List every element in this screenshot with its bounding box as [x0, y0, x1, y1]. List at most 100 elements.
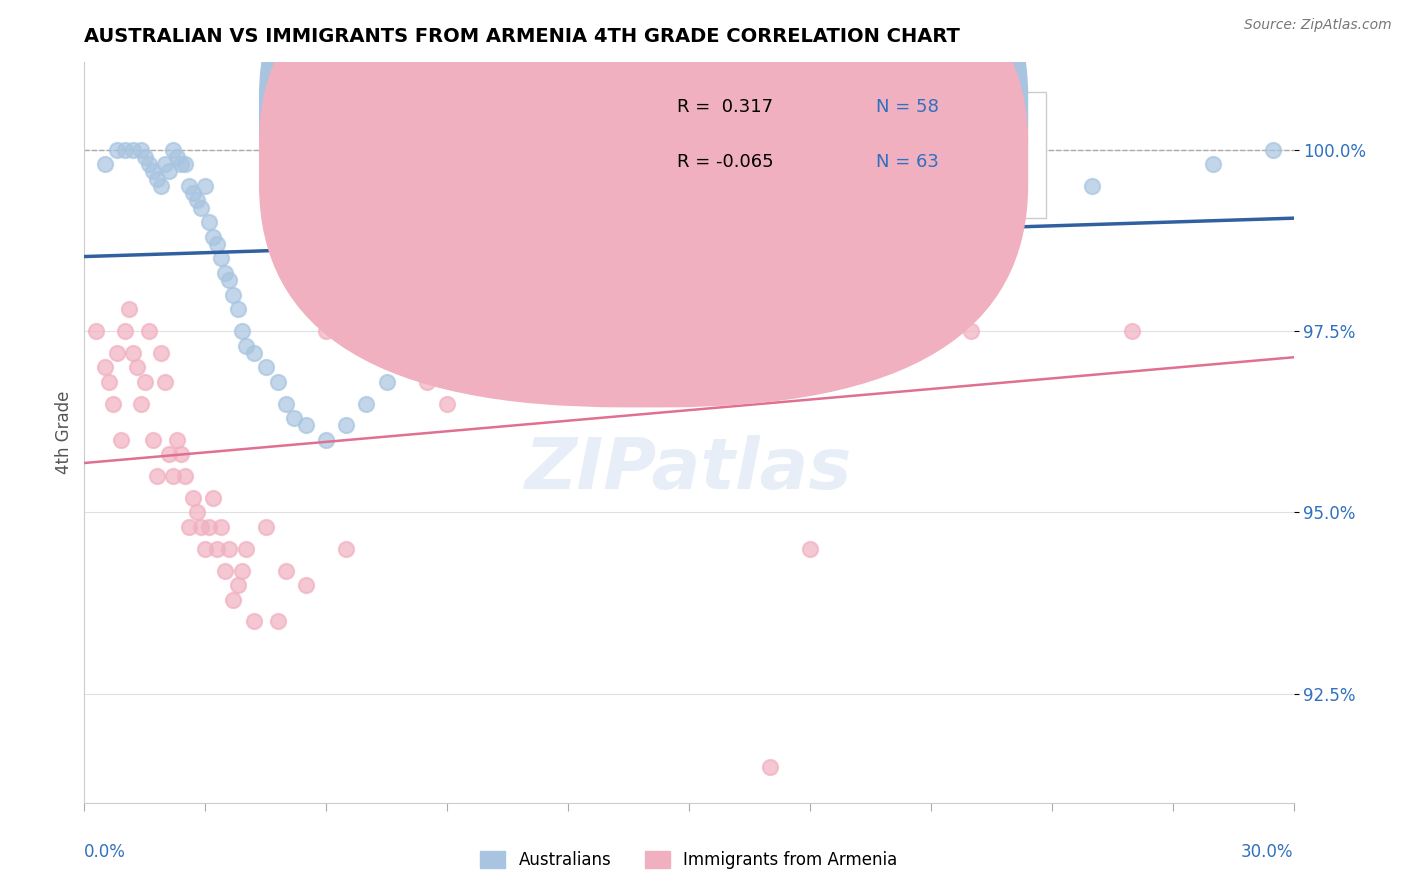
- Point: [222, 287, 245, 301]
- Text: R =  0.317: R = 0.317: [676, 98, 773, 116]
- Point: [356, 396, 378, 410]
- Point: [218, 273, 240, 287]
- Point: [375, 375, 398, 389]
- Point: [118, 302, 141, 317]
- Point: [1081, 178, 1104, 193]
- Point: [121, 345, 143, 359]
- Point: [105, 345, 128, 359]
- Point: [149, 345, 172, 359]
- Point: [134, 375, 156, 389]
- Point: [170, 157, 193, 171]
- Point: [129, 396, 152, 410]
- Point: [477, 324, 499, 338]
- Point: [162, 143, 184, 157]
- Point: [436, 324, 458, 338]
- Point: [114, 143, 136, 157]
- Point: [598, 229, 620, 244]
- Point: [335, 418, 357, 433]
- Point: [295, 578, 318, 592]
- Point: [110, 433, 132, 447]
- Y-axis label: 4th Grade: 4th Grade: [55, 391, 73, 475]
- Point: [456, 302, 478, 317]
- Point: [101, 396, 124, 410]
- Point: [758, 178, 780, 193]
- Point: [222, 592, 245, 607]
- Point: [758, 759, 780, 773]
- Point: [335, 541, 357, 556]
- Point: [86, 324, 108, 338]
- Point: [207, 541, 229, 556]
- Point: [960, 143, 983, 157]
- Point: [242, 345, 264, 359]
- Point: [179, 178, 201, 193]
- Point: [516, 302, 538, 317]
- Point: [678, 201, 700, 215]
- Point: [395, 360, 418, 375]
- Point: [235, 541, 257, 556]
- Point: [637, 324, 659, 338]
- Point: [142, 433, 165, 447]
- Point: [637, 215, 659, 229]
- Point: [356, 324, 378, 338]
- Point: [162, 469, 184, 483]
- Point: [138, 157, 160, 171]
- Point: [283, 411, 305, 425]
- Point: [436, 396, 458, 410]
- Point: [202, 229, 225, 244]
- Point: [274, 564, 297, 578]
- Point: [1202, 157, 1225, 171]
- Point: [170, 447, 193, 461]
- Point: [375, 345, 398, 359]
- Point: [226, 578, 249, 592]
- Point: [235, 338, 257, 352]
- Point: [166, 433, 188, 447]
- Point: [274, 396, 297, 410]
- Point: [839, 157, 862, 171]
- Point: [157, 164, 180, 178]
- Point: [598, 360, 620, 375]
- Point: [254, 520, 277, 534]
- Point: [839, 324, 862, 338]
- Point: [166, 150, 188, 164]
- Text: Source: ZipAtlas.com: Source: ZipAtlas.com: [1244, 18, 1392, 32]
- Point: [242, 615, 264, 629]
- Legend: Australians, Immigrants from Armenia: Australians, Immigrants from Armenia: [474, 845, 904, 876]
- Text: 30.0%: 30.0%: [1241, 843, 1294, 861]
- Point: [207, 236, 229, 251]
- Point: [218, 541, 240, 556]
- Point: [198, 215, 221, 229]
- Point: [125, 360, 148, 375]
- Point: [214, 266, 236, 280]
- Point: [97, 375, 120, 389]
- Point: [181, 186, 204, 200]
- Point: [557, 252, 579, 266]
- Point: [149, 178, 172, 193]
- Point: [718, 324, 741, 338]
- Point: [93, 157, 115, 171]
- Point: [214, 564, 236, 578]
- Point: [194, 178, 217, 193]
- Point: [477, 287, 499, 301]
- Point: [146, 469, 169, 483]
- Point: [678, 345, 700, 359]
- Text: N = 58: N = 58: [876, 98, 939, 116]
- Point: [516, 273, 538, 287]
- Text: N = 63: N = 63: [876, 153, 939, 171]
- Point: [142, 164, 165, 178]
- Point: [153, 157, 176, 171]
- Point: [254, 360, 277, 375]
- Point: [186, 194, 208, 208]
- Point: [557, 345, 579, 359]
- Point: [231, 324, 253, 338]
- Point: [267, 615, 290, 629]
- FancyBboxPatch shape: [260, 0, 1028, 407]
- Point: [190, 201, 212, 215]
- Point: [879, 143, 901, 157]
- Point: [395, 360, 418, 375]
- Point: [153, 375, 176, 389]
- Text: AUSTRALIAN VS IMMIGRANTS FROM ARMENIA 4TH GRADE CORRELATION CHART: AUSTRALIAN VS IMMIGRANTS FROM ARMENIA 4T…: [84, 27, 960, 45]
- Point: [295, 418, 318, 433]
- Point: [456, 345, 478, 359]
- Point: [226, 302, 249, 317]
- Point: [105, 143, 128, 157]
